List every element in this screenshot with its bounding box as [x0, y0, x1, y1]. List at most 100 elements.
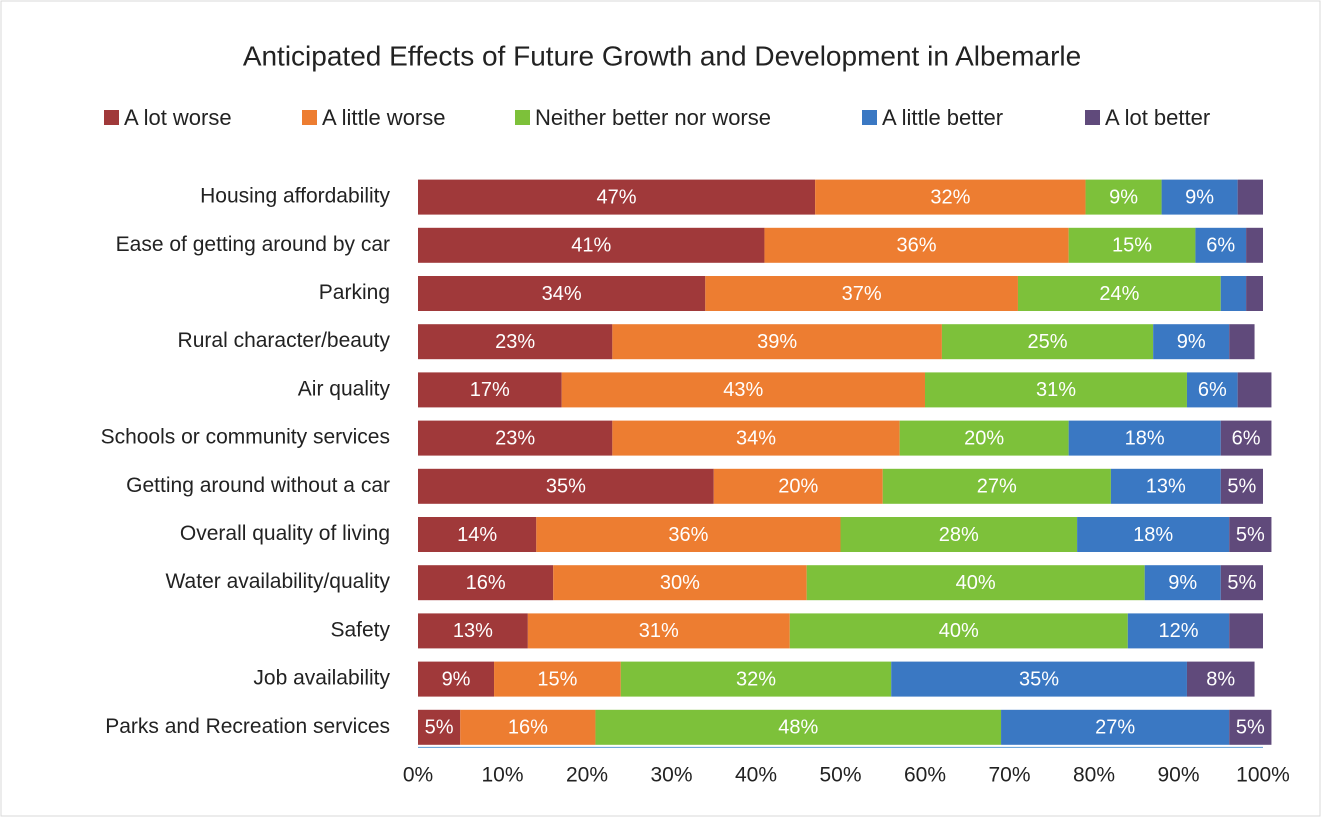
data-label: 13%	[1146, 476, 1186, 498]
y-tick-label: Rural character/beauty	[178, 329, 391, 352]
data-label: 32%	[736, 668, 776, 690]
bar-segment	[840, 517, 1078, 552]
bar-segment	[418, 372, 562, 408]
data-label: 5%	[1227, 572, 1256, 594]
bar-segment	[418, 468, 714, 504]
bar-segment	[612, 420, 900, 456]
data-label: 8%	[1206, 668, 1235, 690]
data-label: 27%	[977, 476, 1017, 498]
x-tick-label: 90%	[1157, 764, 1199, 787]
bar-segment	[418, 420, 613, 456]
data-label: 9%	[1168, 572, 1197, 594]
data-label: 5%	[1227, 476, 1256, 498]
chart-title: Anticipated Effects of Future Growth and…	[243, 40, 1081, 71]
data-label: 17%	[470, 379, 510, 401]
bar-segment	[882, 468, 1111, 504]
bar-segment	[1153, 324, 1230, 360]
bar-segment	[1229, 324, 1255, 360]
data-label: 24%	[1099, 283, 1139, 305]
bar-segment	[418, 661, 495, 697]
data-label: 12%	[1158, 620, 1198, 642]
bar-segment	[1186, 372, 1238, 408]
data-label: 6%	[1232, 427, 1261, 449]
x-tick-label: 60%	[904, 764, 946, 787]
x-tick-label: 70%	[988, 764, 1030, 787]
y-tick-label: Parking	[319, 281, 390, 304]
data-label: 27%	[1095, 717, 1135, 739]
bar-segment	[553, 565, 807, 601]
bar-segment	[595, 709, 1002, 745]
bar-segment	[789, 613, 1128, 649]
x-tick-label: 0%	[403, 764, 433, 787]
data-label: 32%	[930, 186, 970, 208]
bar-segment	[1161, 179, 1238, 215]
y-tick-label: Getting around without a car	[126, 474, 390, 497]
bar-segment	[899, 420, 1069, 456]
bar-segment	[1127, 613, 1230, 649]
data-label: 6%	[1206, 235, 1235, 257]
bar-segment	[418, 565, 554, 601]
legend-swatch	[862, 110, 877, 125]
bar-segment	[1229, 517, 1272, 552]
data-label: 9%	[1185, 186, 1214, 208]
legend-label: A lot worse	[124, 105, 232, 130]
bar-segment	[418, 179, 816, 215]
y-tick-label: Safety	[330, 618, 390, 641]
legend-label: A little better	[882, 105, 1003, 130]
y-tick-label: Schools or community services	[101, 426, 390, 449]
data-label: 34%	[736, 427, 776, 449]
y-tick-label: Housing affordability	[200, 185, 390, 208]
bar-segment	[418, 276, 706, 311]
y-tick-label: Parks and Recreation services	[105, 715, 390, 738]
bar-segment	[925, 372, 1187, 408]
x-tick-label: 100%	[1236, 764, 1290, 787]
data-label: 23%	[495, 331, 535, 353]
data-label: 23%	[495, 427, 535, 449]
bar-segment	[418, 227, 765, 263]
legend-swatch	[104, 110, 119, 125]
bar-segment	[527, 613, 790, 649]
data-label: 39%	[757, 331, 797, 353]
data-label: 31%	[639, 620, 679, 642]
bar-segment	[561, 372, 925, 408]
data-label: 36%	[897, 235, 937, 257]
bar-segment	[494, 661, 621, 697]
y-tick-label: Job availability	[253, 667, 390, 690]
y-tick-label: Air quality	[298, 377, 391, 400]
bar-segment	[418, 709, 461, 745]
x-tick-label: 30%	[650, 764, 692, 787]
x-tick-label: 80%	[1073, 764, 1115, 787]
bar-segment	[620, 661, 892, 697]
data-label: 15%	[537, 668, 577, 690]
data-label: 37%	[842, 283, 882, 305]
bar-segment	[1068, 227, 1196, 263]
data-label: 47%	[597, 186, 637, 208]
bar-segment	[612, 324, 942, 360]
bar-segment	[418, 517, 537, 552]
y-tick-label: Water availability/quality	[166, 570, 391, 593]
data-label: 9%	[1109, 186, 1138, 208]
data-label: 16%	[508, 717, 548, 739]
data-label: 9%	[442, 668, 471, 690]
bar-segment	[1186, 661, 1255, 697]
data-label: 41%	[571, 235, 611, 257]
bar-segment	[1144, 565, 1221, 601]
bar-segment	[536, 517, 841, 552]
legend-swatch	[1085, 110, 1100, 125]
legend-label: A lot better	[1105, 105, 1210, 130]
bar-segment	[1068, 420, 1221, 456]
bar-segment	[1246, 276, 1263, 311]
data-label: 18%	[1133, 524, 1173, 546]
data-label: 31%	[1036, 379, 1076, 401]
bar-segment	[1237, 179, 1263, 215]
legend-swatch	[302, 110, 317, 125]
bar-segment	[705, 276, 1018, 311]
data-label: 40%	[939, 620, 979, 642]
data-label: 15%	[1112, 235, 1152, 257]
x-tick-label: 10%	[481, 764, 523, 787]
legend-label: Neither better nor worse	[535, 105, 771, 130]
bar-segment	[815, 179, 1086, 215]
data-label: 5%	[425, 717, 454, 739]
data-label: 20%	[778, 476, 818, 498]
